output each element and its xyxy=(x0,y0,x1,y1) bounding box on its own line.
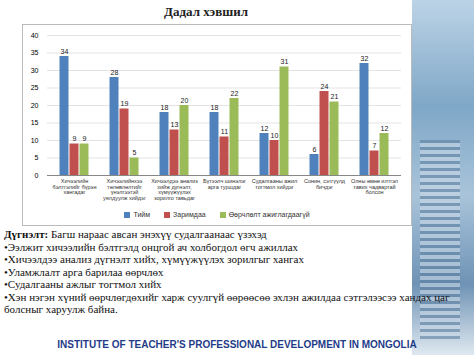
svg-text:20: 20 xyxy=(181,97,189,104)
svg-text:22: 22 xyxy=(231,90,239,97)
html-text:•Хичээлдээ анализ дүгнэлт хийх: •Хичээлдээ анализ дүгнэлт хийх, хүмүүжүү… xyxy=(4,253,304,265)
svg-text:Хичээлийнбэлтгэлийг бүрэнханга: Хичээлийнбэлтгэлийг бүрэнхангадаг xyxy=(53,178,97,195)
html-text:Тийм: Тийм xyxy=(133,211,151,218)
svg-text:13: 13 xyxy=(171,121,179,128)
svg-text:9: 9 xyxy=(83,135,87,142)
svg-text:10: 10 xyxy=(271,132,279,139)
svg-text:20: 20 xyxy=(31,102,39,109)
html-text:Дадал хэвшил: Дадал хэвшил xyxy=(164,4,248,19)
html-text:•Судалгааны ажлыг тогтмол хийх: •Судалгааны ажлыг тогтмол хийх xyxy=(4,278,162,290)
svg-text:Сонин, сэтгүүлдбичдэг: Сонин, сэтгүүлдбичдэг xyxy=(304,178,346,190)
html-text:Өөрчлөлт ажиглагдаагүй: Өөрчлөлт ажиглагдаагүй xyxy=(228,211,310,218)
html-text:•Уламжлалт арга барилаа өөрчлө: •Уламжлалт арга барилаа өөрчлөх xyxy=(4,265,164,278)
svg-text:7: 7 xyxy=(373,142,377,149)
svg-text:0: 0 xyxy=(35,172,39,179)
svg-text:34: 34 xyxy=(61,48,69,55)
svg-text:15: 15 xyxy=(31,119,39,126)
svg-text:10: 10 xyxy=(31,137,39,144)
html-text:•Хэн нэгэн хүний өөрчлөгдөхийг: •Хэн нэгэн хүний өөрчлөгдөхийг харж суул… xyxy=(4,290,450,315)
svg-text:40: 40 xyxy=(31,32,39,39)
svg-text:9: 9 xyxy=(73,135,77,142)
svg-text:18: 18 xyxy=(161,104,169,111)
svg-text:25: 25 xyxy=(31,84,39,91)
svg-text:31: 31 xyxy=(281,58,289,65)
svg-text:5: 5 xyxy=(35,154,39,161)
svg-text:5: 5 xyxy=(133,149,137,156)
svg-text:18: 18 xyxy=(211,104,219,111)
html-text:Заримдаа: Заримдаа xyxy=(173,211,206,218)
html-text:INSTITUTE OF TEACHER'S PROFESS: INSTITUTE OF TEACHER'S PROFESSIONAL DEVE… xyxy=(57,339,417,350)
svg-text:Бүтээлч шинэлэгарга туршдаг: Бүтээлч шинэлэгарга туршдаг xyxy=(203,178,246,190)
svg-text:19: 19 xyxy=(121,100,129,107)
svg-text:6: 6 xyxy=(313,146,317,153)
svg-text:32: 32 xyxy=(361,55,369,62)
svg-text:11: 11 xyxy=(221,128,228,135)
svg-text:Хичээлийнхээтөлөвлөлтийгүнэлгэ: Хичээлийнхээтөлөвлөлтийгүнэлгээтэйуялдуу… xyxy=(103,178,146,201)
html-text:Дүгнэлт: Багш нараас авсан энэ: Дүгнэлт: Багш нараас авсан энэхүү судалг… xyxy=(4,228,267,240)
svg-text:12: 12 xyxy=(381,125,389,132)
svg-text:21: 21 xyxy=(331,93,339,100)
svg-text:Олны өмнө илтгэлтавих чадварта: Олны өмнө илтгэлтавих чадвартайболсон xyxy=(351,178,398,195)
svg-text:Хичээлдээ анализхийж дүгнэлт,х: Хичээлдээ анализхийж дүгнэлт,хүмүүжүүлэх… xyxy=(151,178,198,201)
html-text:•Ээлжит хичээлийн бэлтгэлд онц: •Ээлжит хичээлийн бэлтгэлд онцгой ач хол… xyxy=(4,240,299,253)
svg-text:35: 35 xyxy=(31,49,39,56)
svg-text:12: 12 xyxy=(261,125,269,132)
svg-text:Судалгааны ажилтогтмол хийдэг: Судалгааны ажилтогтмол хийдэг xyxy=(252,178,298,190)
svg-text:30: 30 xyxy=(31,67,39,74)
svg-text:28: 28 xyxy=(111,69,119,76)
svg-text:24: 24 xyxy=(321,83,329,90)
